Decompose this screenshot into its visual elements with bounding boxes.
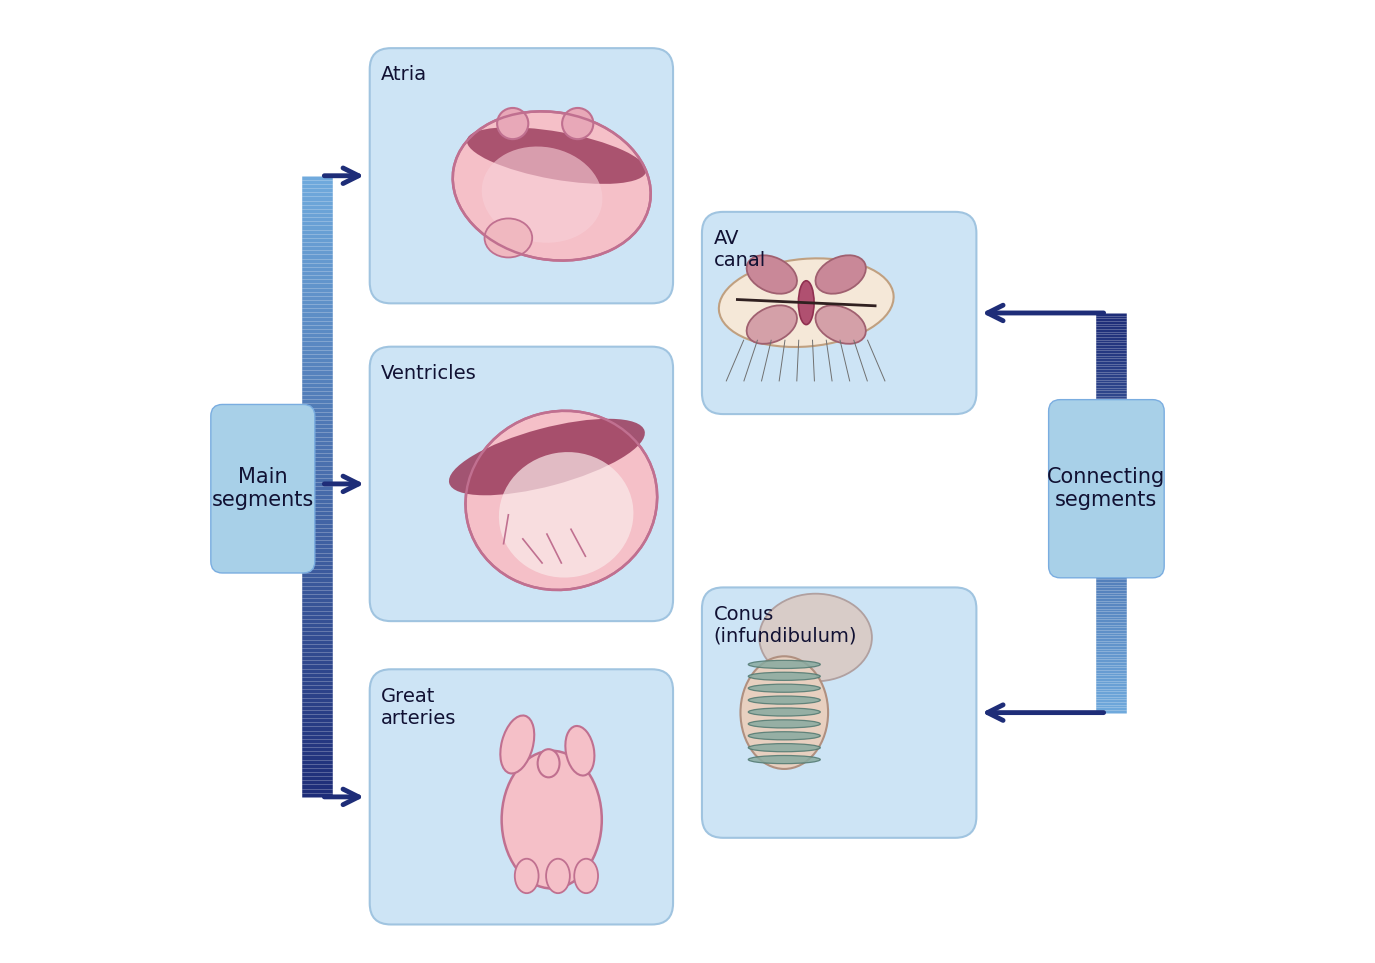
Text: Connecting
segments: Connecting segments xyxy=(1048,467,1166,510)
FancyBboxPatch shape xyxy=(210,404,315,573)
Ellipse shape xyxy=(481,146,602,243)
Ellipse shape xyxy=(815,305,866,344)
Ellipse shape xyxy=(468,127,646,184)
Ellipse shape xyxy=(747,255,797,294)
Ellipse shape xyxy=(799,281,814,325)
Text: AV
canal: AV canal xyxy=(714,229,766,271)
Text: Great
arteries: Great arteries xyxy=(381,687,457,728)
FancyBboxPatch shape xyxy=(1049,400,1165,578)
Ellipse shape xyxy=(502,751,602,889)
Ellipse shape xyxy=(759,593,872,682)
Ellipse shape xyxy=(450,419,645,495)
FancyBboxPatch shape xyxy=(703,587,976,838)
Text: Atria: Atria xyxy=(381,65,428,85)
Ellipse shape xyxy=(748,732,821,740)
Ellipse shape xyxy=(748,672,821,681)
Ellipse shape xyxy=(466,411,657,590)
Text: Ventricles: Ventricles xyxy=(381,364,477,383)
Ellipse shape xyxy=(748,743,821,752)
Text: Main
segments: Main segments xyxy=(212,467,314,510)
Text: Conus
(infundibulum): Conus (infundibulum) xyxy=(714,605,857,646)
FancyBboxPatch shape xyxy=(370,48,672,303)
Ellipse shape xyxy=(748,661,821,668)
Ellipse shape xyxy=(741,657,828,768)
Ellipse shape xyxy=(575,859,598,893)
FancyBboxPatch shape xyxy=(370,347,672,621)
Circle shape xyxy=(498,108,528,139)
Ellipse shape xyxy=(748,684,821,692)
FancyBboxPatch shape xyxy=(703,212,976,414)
Ellipse shape xyxy=(500,716,535,773)
Ellipse shape xyxy=(538,749,560,777)
Ellipse shape xyxy=(484,219,532,257)
Circle shape xyxy=(562,108,594,139)
FancyBboxPatch shape xyxy=(370,669,672,924)
Ellipse shape xyxy=(748,696,821,704)
Ellipse shape xyxy=(565,726,594,775)
Ellipse shape xyxy=(514,859,539,893)
Ellipse shape xyxy=(546,859,569,893)
Ellipse shape xyxy=(747,305,797,344)
Ellipse shape xyxy=(748,708,821,716)
Ellipse shape xyxy=(452,112,650,261)
Ellipse shape xyxy=(748,756,821,764)
Ellipse shape xyxy=(499,452,634,578)
Ellipse shape xyxy=(719,258,894,347)
Ellipse shape xyxy=(748,719,821,728)
Ellipse shape xyxy=(815,255,866,294)
